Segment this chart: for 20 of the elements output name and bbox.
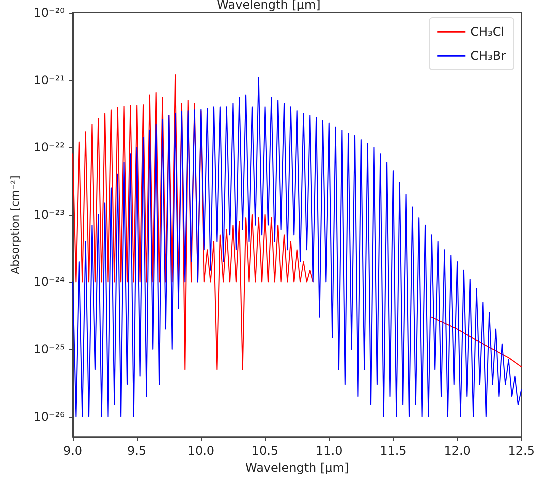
y-tick-label: 10⁻²¹ [34,73,66,88]
x-tick-label: 11.0 [316,444,343,458]
x-tick-label: 10.0 [188,444,215,458]
legend-label: CH₃Br [470,49,506,63]
y-tick-label: 10⁻²⁶ [34,410,66,424]
x-axis-title: Wavelength [μm] [245,461,350,475]
chart-title: Wavelength [μm] [217,0,321,12]
y-tick-label: 10⁻²² [34,140,66,155]
legend-label: CH₃Cl [470,25,505,39]
x-tick-label: 12.5 [508,444,535,458]
x-tick-label: 12.0 [444,444,471,458]
x-tick-label: 11.5 [380,444,407,458]
x-tick-label: 9.0 [63,444,83,458]
y-axis-title: Absorption [cm⁻²] [9,176,22,274]
x-tick-label: 9.5 [128,444,147,458]
y-tick-label: 10⁻²⁵ [34,342,66,357]
x-tick-label: 10.5 [252,444,279,458]
y-tick-label: 10⁻²⁰ [34,6,66,20]
y-tick-label: 10⁻²⁴ [34,275,66,290]
y-tick-label: 10⁻²³ [34,208,66,222]
